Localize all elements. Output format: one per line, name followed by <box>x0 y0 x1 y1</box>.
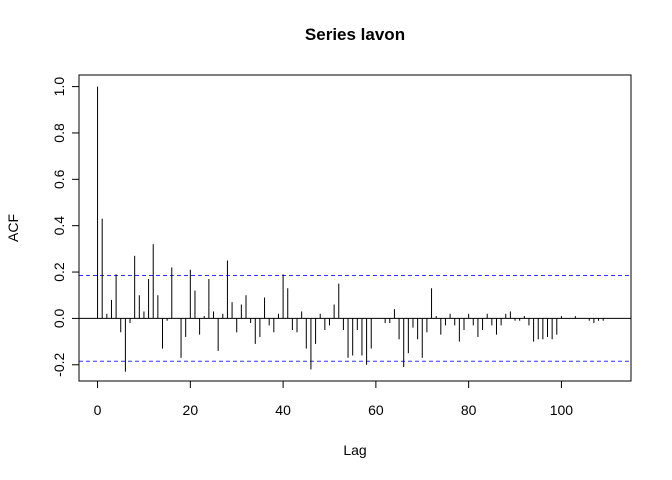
y-axis: -0.2 0.0 0.2 0.4 0.6 0.8 1.0 <box>51 77 80 377</box>
y-tick-label: 0.4 <box>51 216 67 236</box>
x-tick-label: 100 <box>550 402 574 418</box>
x-tick-label: 0 <box>94 402 102 418</box>
acf-bars <box>97 86 604 372</box>
y-axis-label: ACF <box>5 214 21 242</box>
y-tick-label: 0.6 <box>51 169 67 189</box>
chart-title: Series lavon <box>305 25 405 44</box>
plot-frame <box>78 74 632 382</box>
x-tick-label: 60 <box>368 402 384 418</box>
y-tick-label: -0.2 <box>51 352 67 376</box>
x-tick-label: 80 <box>461 402 477 418</box>
y-tick-label: 0.0 <box>51 308 67 328</box>
x-tick-label: 20 <box>183 402 199 418</box>
y-tick-label: 1.0 <box>51 77 67 97</box>
x-axis-label: Lag <box>343 442 366 458</box>
x-tick-label: 40 <box>275 402 291 418</box>
y-tick-label: 0.2 <box>51 262 67 282</box>
y-tick-label: 0.8 <box>51 123 67 143</box>
x-axis: 0 20 40 60 80 100 <box>94 380 574 418</box>
